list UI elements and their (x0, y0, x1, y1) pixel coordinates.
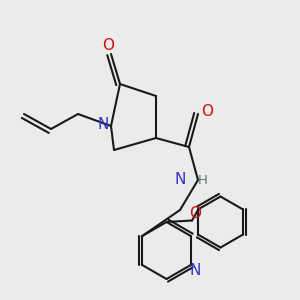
Text: O: O (189, 206, 201, 220)
Text: N: N (175, 172, 186, 188)
Text: O: O (102, 38, 114, 52)
Text: N: N (98, 117, 109, 132)
Text: N: N (190, 263, 201, 278)
Text: O: O (201, 103, 213, 118)
Text: H: H (198, 173, 208, 187)
